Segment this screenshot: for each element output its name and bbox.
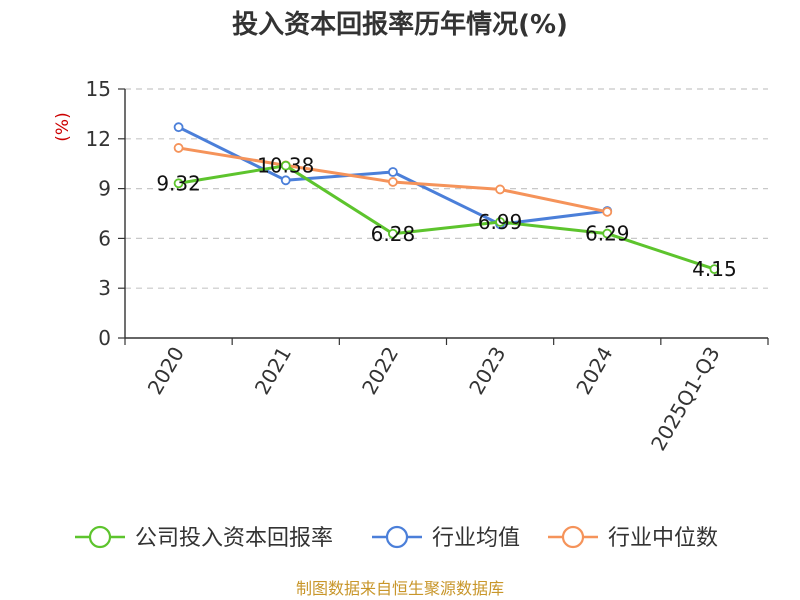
data-point — [495, 184, 505, 195]
y-tick-label: 6 — [98, 226, 111, 250]
legend-marker — [385, 525, 409, 549]
data-point — [709, 264, 720, 275]
data-point — [280, 175, 291, 186]
series-line — [178, 164, 715, 271]
legend: 公司投入资本回报率 行业均值 行业中位数 — [75, 525, 718, 551]
data-point — [388, 167, 398, 177]
chart-title: 投入资本回报率历年情况(%) — [232, 9, 568, 40]
legend-label: 行业中位数 — [608, 526, 718, 551]
y-tick-label: 15 — [86, 77, 111, 101]
series-lines — [173, 122, 720, 275]
data-label: 9.32 — [156, 171, 201, 195]
y-tick-labels: 0 3 6 9 12 15 — [86, 77, 111, 350]
data-point — [173, 143, 184, 153]
x-tick-label: 2024 — [571, 343, 617, 399]
data-point — [495, 217, 505, 227]
x-tick-labels: 2020 2021 2022 2023 2024 2025Q1-Q3 — [143, 343, 725, 455]
axes — [118, 88, 769, 345]
legend-marker — [561, 525, 585, 549]
grid-lines — [125, 88, 768, 289]
data-point — [602, 228, 613, 239]
data-label: 6.28 — [371, 222, 416, 246]
legend-item: 行业中位数 — [548, 525, 718, 551]
x-tick-label: 2025Q1-Q3 — [646, 343, 725, 455]
data-point — [602, 206, 613, 217]
legend-item: 公司投入资本回报率 — [75, 525, 333, 551]
data-source-note: 制图数据来自恒生聚源数据库 — [296, 579, 504, 598]
legend-item: 行业均值 — [372, 525, 520, 551]
legend-label: 行业均值 — [432, 526, 520, 551]
data-point — [173, 122, 184, 133]
x-tick-label: 2023 — [464, 343, 510, 399]
data-point — [280, 160, 291, 171]
y-tick-label: 12 — [86, 127, 111, 151]
data-label: 10.38 — [257, 154, 314, 178]
data-point — [173, 178, 184, 189]
data-label: 4.15 — [692, 257, 737, 281]
y-tick-label: 0 — [98, 326, 111, 350]
data-labels: 9.32 10.38 6.28 6.99 6.29 4.15 — [156, 154, 736, 281]
legend-marker — [88, 525, 112, 549]
legend-label: 公司投入资本回报率 — [135, 526, 333, 551]
y-axis-unit-label: (%) — [53, 112, 73, 141]
x-tick-label: 2020 — [143, 343, 189, 399]
data-label: 6.99 — [478, 210, 523, 234]
y-tick-label: 3 — [98, 276, 111, 300]
x-tick-label: 2022 — [357, 343, 403, 399]
data-point — [388, 228, 398, 239]
y-tick-label: 9 — [98, 177, 111, 201]
x-tick-label: 2021 — [250, 343, 296, 399]
data-label: 6.29 — [585, 222, 630, 246]
data-point — [388, 177, 398, 187]
